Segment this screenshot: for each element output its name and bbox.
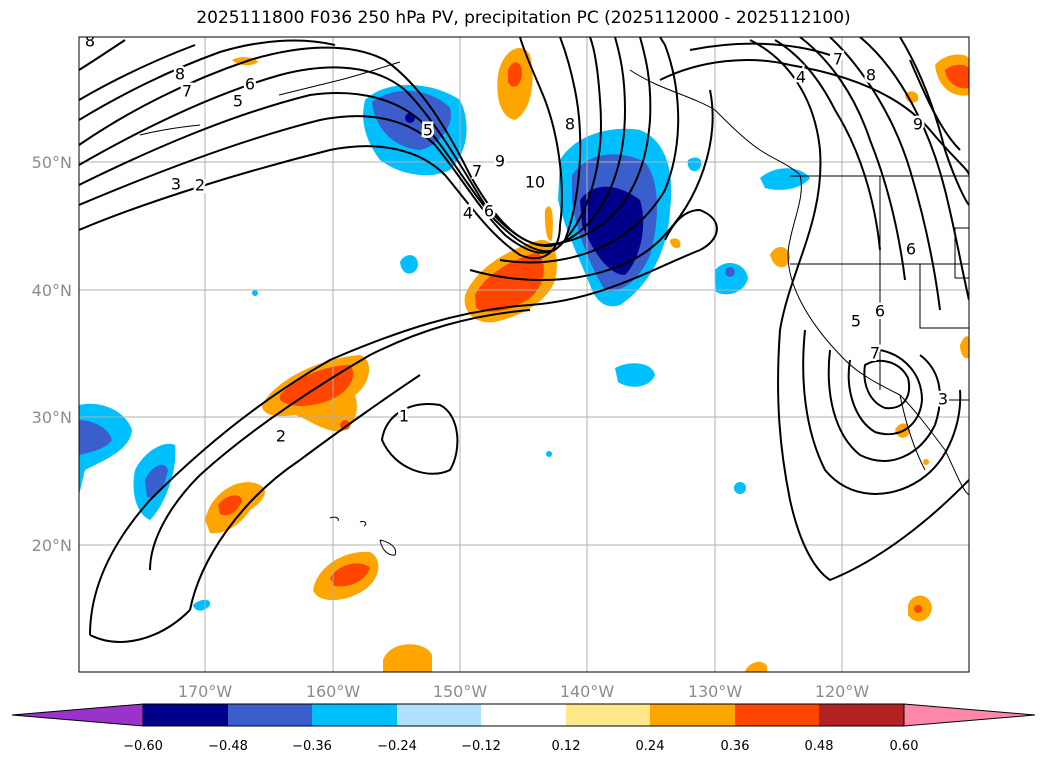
latitude-labels: 50°N 40°N 30°N 20°N: [32, 153, 72, 555]
pv-contour-label: 6: [906, 240, 916, 259]
pv-contour-label: 9: [495, 152, 505, 171]
colorbar-segments: [11, 703, 1036, 727]
lon-label-130w: 130°W: [688, 682, 743, 701]
longitude-labels: 170°W 160°W 150°W 140°W 130°W 120°W: [178, 682, 870, 701]
pv-contour-label: 4: [463, 204, 473, 223]
colorbar-segment: [143, 704, 228, 726]
colorbar-tick: 0.60: [890, 739, 919, 754]
lon-label-160w: 160°W: [306, 682, 361, 701]
pv-contour-label: 10: [525, 173, 545, 192]
pv-contour-label: 5: [423, 121, 433, 140]
colorbar-tick: −0.24: [377, 739, 417, 754]
pv-contour-label: 2: [276, 427, 286, 446]
pv-contour-label: 2: [195, 176, 205, 195]
map-title: 2025111800 F036 250 hPa PV, precipitatio…: [196, 8, 851, 28]
pv-contour-label: 9: [913, 115, 923, 134]
colorbar-tick: −0.36: [292, 739, 332, 754]
colorbar-tick: −0.60: [123, 739, 163, 754]
lon-label-150w: 150°W: [433, 682, 488, 701]
lon-label-120w: 120°W: [815, 682, 870, 701]
colorbar-tick: 0.36: [721, 739, 750, 754]
pv-contour-label: 8: [175, 65, 185, 84]
colorbar-segment: [735, 704, 819, 726]
pv-contour-label: 8: [565, 115, 575, 134]
colorbar-segment: [566, 704, 650, 726]
lat-label-40n: 40°N: [32, 281, 72, 300]
colorbar-segment: [228, 704, 312, 726]
negative-precip-shading: [79, 85, 810, 611]
colorbar-segment: [397, 704, 481, 726]
pv-contour-label: 4: [796, 68, 806, 87]
pv-contour-label: 7: [833, 50, 843, 69]
colorbar-tick: −0.48: [208, 739, 248, 754]
colorbar-tick-labels: −0.60 −0.48 −0.36 −0.24 −0.12 0.12 0.24 …: [123, 739, 918, 754]
colorbar-tick: 0.48: [805, 739, 834, 754]
colorbar-segment: [650, 704, 735, 726]
pv-contour-label: 1: [399, 407, 409, 426]
colorbar: −0.60 −0.48 −0.36 −0.24 −0.12 0.12 0.24 …: [11, 703, 1036, 754]
pv-contour-label: 3: [938, 390, 948, 409]
colorbar-extend-high: [903, 703, 1036, 727]
pv-contour-label: 7: [472, 162, 482, 181]
pv-contour-label: 6: [245, 75, 255, 94]
coastlines: [139, 61, 969, 556]
lat-label-20n: 20°N: [32, 536, 72, 555]
colorbar-segment: [481, 704, 566, 726]
pv-contour-label: 5: [851, 312, 861, 331]
lat-label-50n: 50°N: [32, 153, 72, 172]
pv-contour-label: 5: [233, 92, 243, 111]
colorbar-tick: −0.12: [461, 739, 501, 754]
pv-contours: [79, 37, 969, 643]
colorbar-frame: [142, 703, 905, 727]
pv-contour-label: 6: [484, 202, 494, 221]
positive-precip-shading: [205, 47, 969, 672]
pv-contour-label: 6: [875, 302, 885, 321]
colorbar-tick: 0.12: [552, 739, 581, 754]
gridlines: [79, 37, 969, 672]
lat-label-30n: 30°N: [32, 408, 72, 427]
map-frame: [78, 36, 970, 673]
pv-contour-label: 8: [866, 66, 876, 85]
lon-label-170w: 170°W: [178, 682, 233, 701]
colorbar-segment: [819, 704, 904, 726]
pv-contour-label: 8: [85, 32, 95, 51]
pv-contour-label: 7: [182, 82, 192, 101]
colorbar-tick: 0.24: [636, 739, 665, 754]
pv-contour-label: 3: [171, 175, 181, 194]
colorbar-extend-low: [11, 703, 144, 727]
pv-contour-label: 7: [870, 344, 880, 363]
lon-label-140w: 140°W: [560, 682, 615, 701]
colorbar-segment: [312, 704, 397, 726]
